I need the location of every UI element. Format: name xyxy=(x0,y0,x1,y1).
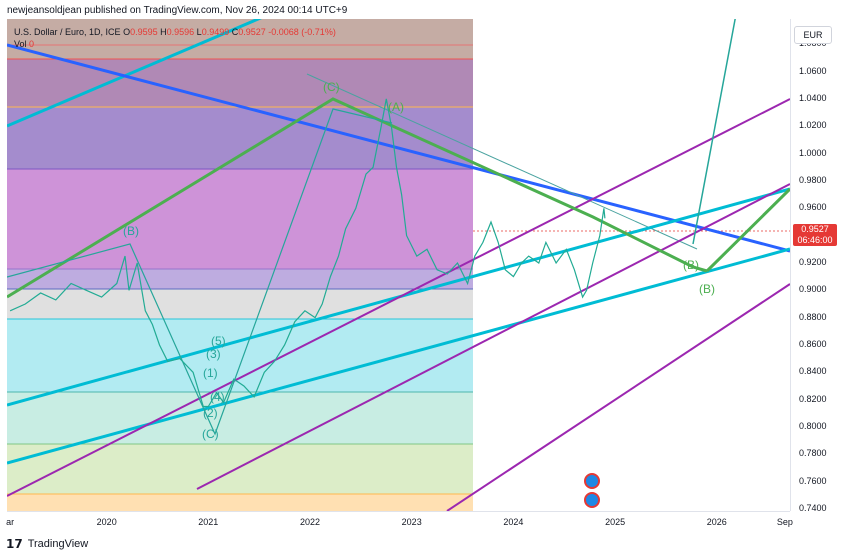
event-icons[interactable] xyxy=(584,473,600,508)
trendlines xyxy=(7,19,790,511)
bar-countdown: 06:46:00 xyxy=(797,235,833,245)
close-value: 0.9527 xyxy=(238,27,266,37)
y-tick-label: 1.0200 xyxy=(799,120,827,131)
last-price-value: 0.9527 xyxy=(801,224,829,234)
y-tick-label: 0.9800 xyxy=(799,175,827,185)
y-tick-label: 0.8800 xyxy=(799,311,827,322)
wave-label-4: (4) xyxy=(210,390,225,404)
high-value: 0.9596 xyxy=(166,27,195,37)
elliott-wave-labels: (C) (A) (B) (5) (3) (1) (4) (2) (C) (B) … xyxy=(123,80,715,441)
publisher-line: newjeansoldjean published on TradingView… xyxy=(7,5,348,16)
volume-value: 0 xyxy=(29,39,35,49)
y-tick-label: 0.7800 xyxy=(799,448,827,459)
time-axis[interactable]: ar 2020 2021 2022 2023 2024 2025 2026 Sep xyxy=(6,511,793,532)
y-tick-label: 0.8600 xyxy=(799,339,827,349)
footer: 𝟭𝟳 TradingView xyxy=(6,537,88,551)
green-wave-path xyxy=(7,97,708,299)
y-tick-label: 1.0000 xyxy=(799,147,827,158)
y-tick-label: 0.9000 xyxy=(799,284,827,295)
x-tick-label: ar xyxy=(6,517,15,527)
green-forecast-up xyxy=(692,19,736,245)
high-label: H xyxy=(160,27,167,37)
open-value: 0.9595 xyxy=(130,27,158,37)
y-tick-label: 0.8000 xyxy=(799,420,827,431)
wave-label-c-bottom: (C) xyxy=(202,427,219,441)
wave-label-b-forecast-1: (B) xyxy=(683,258,699,272)
y-tick-label: 0.7400 xyxy=(799,503,827,513)
wave-label-5: (5) xyxy=(211,334,226,348)
chart-plot-area[interactable]: (C) (A) (B) (5) (3) (1) (4) (2) (C) (B) … xyxy=(7,19,790,511)
price-series-line[interactable] xyxy=(9,98,606,408)
fib-zone-gray xyxy=(7,289,473,319)
symbol-legend: U.S. Dollar / Euro, 1D, ICE O0.9595 H0.9… xyxy=(14,26,336,50)
last-price-tag: 0.9527 06:46:00 xyxy=(793,224,837,246)
wave-label-2: (2) xyxy=(203,406,218,420)
wave-label-b-forecast-2: (B) xyxy=(699,282,715,296)
wave-label-c-top: (C) xyxy=(323,80,340,94)
low-value: 0.9499 xyxy=(201,27,230,37)
x-tick-label: 2021 xyxy=(198,517,219,527)
x-tick-label: 2022 xyxy=(299,517,321,527)
chart-canvas[interactable]: (C) (A) (B) (5) (3) (1) (4) (2) (C) (B) … xyxy=(7,19,790,511)
change-value: -0.0068 (-0.71%) xyxy=(268,27,336,37)
x-tick-label: Sep xyxy=(776,517,793,527)
blue-thin-line xyxy=(306,73,698,250)
purple-channel-line-1 xyxy=(7,98,790,497)
volume-label[interactable]: Vol xyxy=(14,39,27,49)
cyan-channel-lower xyxy=(7,247,790,465)
fib-zone-magenta xyxy=(7,169,473,269)
event-icon-1[interactable] xyxy=(584,473,600,489)
tradingview-logo-icon: 𝟭𝟳 xyxy=(6,537,23,551)
teal-wave-path xyxy=(7,108,393,436)
wave-label-a-top: (A) xyxy=(388,100,404,114)
x-tick-label: 2024 xyxy=(503,517,524,527)
wave-label-b-2020: (B) xyxy=(123,224,139,238)
fib-zone-violet xyxy=(7,269,473,289)
wave-label-1: (1) xyxy=(203,366,218,380)
x-tick-label: 2020 xyxy=(96,517,117,527)
x-tick-label: 2023 xyxy=(401,517,422,527)
purple-channel-line-2 xyxy=(196,183,790,490)
x-tick-label: 2026 xyxy=(706,517,727,527)
y-tick-label: 0.7600 xyxy=(799,475,827,486)
open-label: O xyxy=(123,27,131,37)
x-tick-label: 2025 xyxy=(605,517,626,527)
blue-downtrend-line xyxy=(7,43,790,253)
y-tick-label: 0.8400 xyxy=(799,366,827,377)
purple-channel-line-3 xyxy=(446,283,790,511)
fib-zone-peach xyxy=(7,494,473,511)
y-tick-label: 1.0600 xyxy=(799,65,827,76)
green-forecast-b xyxy=(705,187,790,273)
y-tick-label: 0.8200 xyxy=(799,393,827,404)
footer-brand: TradingView xyxy=(27,538,89,550)
cyan-trendline-top xyxy=(7,19,262,128)
currency-button[interactable]: EUR xyxy=(794,26,832,44)
fib-zone-mauve xyxy=(7,59,473,107)
y-tick-label: 0.9200 xyxy=(799,257,827,267)
y-tick-label: 1.0400 xyxy=(799,92,827,103)
low-label: L xyxy=(196,27,202,37)
symbol-name[interactable]: U.S. Dollar / Euro, 1D, ICE xyxy=(14,27,121,37)
wave-label-3: (3) xyxy=(206,347,221,361)
fib-zone-purple xyxy=(7,107,473,169)
event-icon-2[interactable] xyxy=(584,492,600,508)
close-label: C xyxy=(231,27,239,37)
fib-zone-green xyxy=(7,444,473,494)
price-axis[interactable]: 1.08001.06001.04001.02001.00000.98000.96… xyxy=(790,19,850,513)
y-tick-label: 0.9600 xyxy=(799,202,827,213)
